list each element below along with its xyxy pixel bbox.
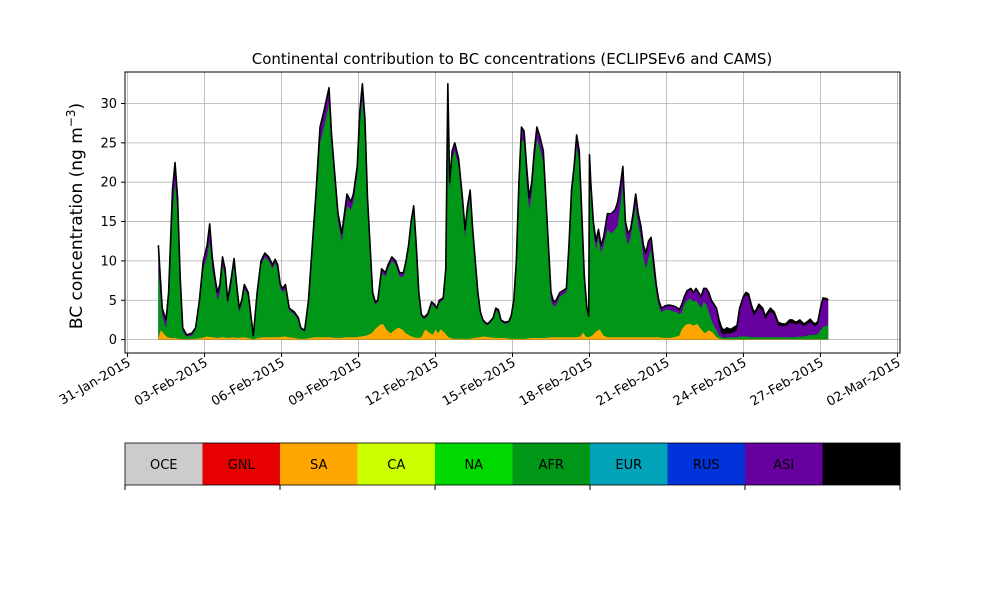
legend-label-eur: EUR <box>615 458 642 473</box>
series-area-afr <box>158 99 829 340</box>
y-tick-label: 5 <box>109 294 117 309</box>
y-tick-label: 0 <box>109 333 117 348</box>
series-areas <box>157 83 829 340</box>
legend-label-na: NA <box>464 458 483 473</box>
legend-swatch-ca <box>357 443 436 485</box>
y-tick-label: 15 <box>100 215 117 230</box>
legend-swatch-oce <box>125 443 203 485</box>
series-area-sa <box>158 323 829 340</box>
legend-label-sa: SA <box>310 458 327 473</box>
legend-label-rus: RUS <box>693 458 720 473</box>
legend-swatch-sa <box>280 443 358 485</box>
y-axis-label-exponent: −3 <box>64 109 78 127</box>
legend-swatch-na <box>435 443 513 485</box>
y-tick-label: 25 <box>100 136 117 151</box>
legend-swatch-eur <box>590 443 668 485</box>
chart-title: Continental contribution to BC concentra… <box>252 50 773 68</box>
legend-swatch-asi <box>745 443 823 485</box>
total-line <box>157 83 829 337</box>
legend-swatch-afr <box>512 443 591 485</box>
legend-label-oce: OCE <box>150 458 178 473</box>
colorbar-outline <box>124 442 901 486</box>
y-tick-label: 10 <box>100 254 117 269</box>
legend-label-ca: CA <box>387 458 405 473</box>
grid <box>125 72 900 353</box>
legend-swatch-aus <box>822 443 901 485</box>
y-axis-label-close: ) <box>67 103 87 110</box>
legend-swatch-rus <box>667 443 746 485</box>
y-tick-label: 30 <box>100 97 117 112</box>
legend-swatch-gnl <box>202 443 281 485</box>
y-tick-label: 20 <box>100 176 117 191</box>
legend-label-asi: ASI <box>773 458 794 473</box>
legend-label-gnl: GNL <box>228 458 256 473</box>
y-axis-label-main: BC concentration (ng m <box>67 127 87 329</box>
colorbar-legend: OCE GNL SA CA NA AFR EUR RUS ASI AUS <box>124 442 901 490</box>
legend-label-afr: AFR <box>539 458 564 473</box>
legend-label-aus: AUS <box>848 458 875 473</box>
y-axis-label: BC concentration (ng m−3) <box>64 103 87 329</box>
